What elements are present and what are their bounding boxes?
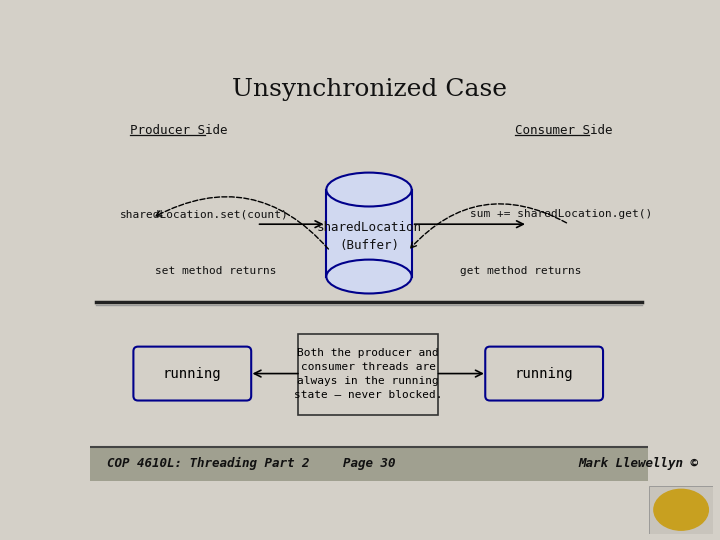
Text: Both the producer and
consumer threads are
always in the running
state – never b: Both the producer and consumer threads a… xyxy=(294,348,443,400)
Text: sharedLocation.set(count): sharedLocation.set(count) xyxy=(120,209,289,219)
FancyBboxPatch shape xyxy=(649,486,713,534)
Text: sum += sharedLocation.get(): sum += sharedLocation.get() xyxy=(470,209,652,219)
Text: running: running xyxy=(163,367,222,381)
Text: Page 30: Page 30 xyxy=(343,457,395,470)
FancyBboxPatch shape xyxy=(90,448,648,481)
FancyBboxPatch shape xyxy=(485,347,603,401)
Text: Unsynchronized Case: Unsynchronized Case xyxy=(232,78,506,101)
FancyBboxPatch shape xyxy=(133,347,251,401)
Circle shape xyxy=(654,489,708,530)
Text: Mark Llewellyn ©: Mark Llewellyn © xyxy=(578,457,698,470)
FancyBboxPatch shape xyxy=(299,334,438,415)
Text: get method returns: get method returns xyxy=(460,266,582,276)
Text: Consumer Side: Consumer Side xyxy=(515,124,612,137)
Text: sharedLocation
(Buffer): sharedLocation (Buffer) xyxy=(317,221,421,252)
Text: set method returns: set method returns xyxy=(155,266,276,276)
Text: running: running xyxy=(515,367,573,381)
Text: Producer Side: Producer Side xyxy=(130,124,228,137)
Text: COP 4610L: Threading Part 2: COP 4610L: Threading Part 2 xyxy=(107,457,310,470)
Ellipse shape xyxy=(326,260,412,294)
Ellipse shape xyxy=(326,173,412,206)
